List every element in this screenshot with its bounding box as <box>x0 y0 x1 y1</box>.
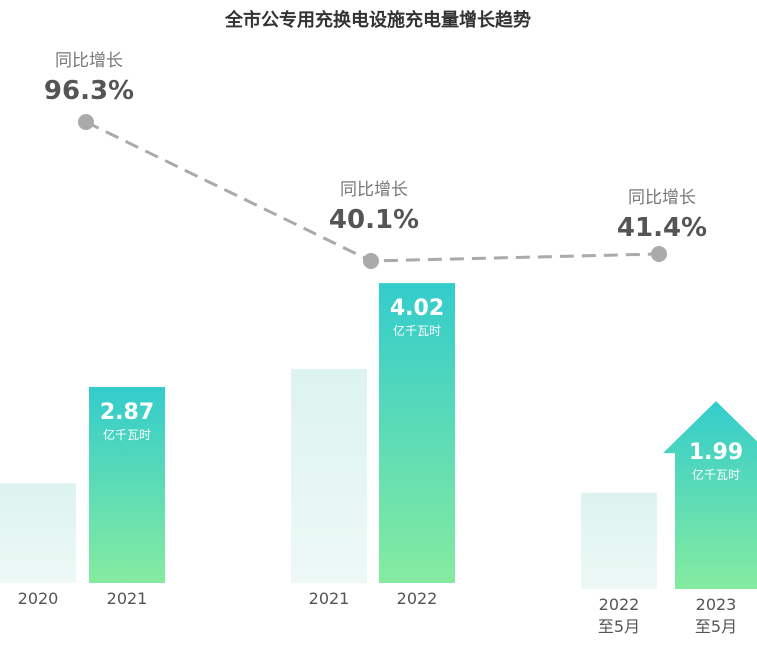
x-tick-label: 2020 <box>18 589 59 608</box>
x-tick-label: 2022 <box>397 589 438 608</box>
growth-value: 96.3% <box>44 76 134 106</box>
bar-2021 <box>291 368 367 583</box>
bar-2020 <box>0 483 76 583</box>
x-tick-label: 2022 <box>599 595 640 614</box>
bar-2023-至5月-arrow <box>663 401 757 589</box>
bar-unit-label: 亿千瓦时 <box>692 467 740 482</box>
x-tick-label: 至5月 <box>598 617 640 636</box>
growth-point <box>363 253 379 269</box>
x-tick-label: 至5月 <box>695 617 737 636</box>
bar-value-label: 1.99 <box>689 440 743 465</box>
x-tick-label: 2021 <box>107 589 148 608</box>
bar-2022-至5月 <box>581 492 657 589</box>
growth-label: 同比增长 <box>340 180 408 200</box>
bar-2021 <box>89 386 165 583</box>
growth-value: 41.4% <box>617 213 707 243</box>
chart-title: 全市公专用充换电设施充电量增长趋势 <box>224 9 531 31</box>
bar-unit-label: 亿千瓦时 <box>103 427 151 442</box>
bar-2022 <box>379 283 455 583</box>
growth-point <box>78 114 94 130</box>
growth-point <box>651 246 667 262</box>
growth-value: 40.1% <box>329 205 419 235</box>
bar-unit-label: 亿千瓦时 <box>393 323 441 338</box>
growth-label: 同比增长 <box>55 51 123 71</box>
bar-value-label: 2.87 <box>100 400 154 425</box>
bar-value-label: 4.02 <box>390 296 444 321</box>
growth-label: 同比增长 <box>628 188 696 208</box>
x-tick-label: 2023 <box>696 595 737 614</box>
x-tick-label: 2021 <box>309 589 350 608</box>
